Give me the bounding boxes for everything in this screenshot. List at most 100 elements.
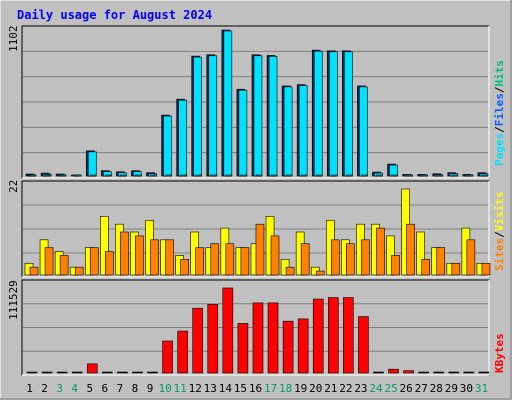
bar-pages [330, 174, 338, 177]
y-max-label: 1102 [7, 26, 20, 53]
bar-kbytes [463, 371, 475, 374]
x-tick-label: 1 [26, 382, 33, 395]
bar-files [208, 55, 218, 177]
bar-sites [59, 255, 69, 276]
bar-sites [150, 239, 159, 276]
x-tick-label: 5 [86, 382, 93, 395]
x-tick-label: 31 [475, 382, 488, 395]
bar-sites [135, 235, 144, 276]
bar-sites [29, 266, 39, 276]
bar-sites [346, 243, 355, 276]
bar-sites [74, 266, 84, 276]
bar-pages [315, 174, 323, 177]
bar-sites [120, 231, 129, 276]
bar-kbytes [192, 307, 204, 374]
bar-files [193, 56, 203, 177]
bar-sites [466, 239, 476, 276]
bar-kbytes [71, 371, 83, 374]
bar-files [283, 86, 293, 177]
bar-kbytes [207, 304, 219, 374]
bar-pages [225, 174, 233, 177]
bar-sites [89, 247, 99, 276]
x-tick-label: 18 [279, 382, 292, 395]
bar-kbytes [297, 318, 309, 374]
y-axis-labels: 1102 22 111529 [7, 26, 20, 321]
bar-files [268, 56, 278, 177]
bar-pages [105, 174, 112, 177]
bar-kbytes [327, 297, 339, 374]
x-tick-label: 4 [71, 382, 78, 395]
bar-sites [105, 251, 114, 276]
bar-pages [255, 174, 263, 177]
bar-visits [100, 216, 109, 276]
bar-sites [210, 243, 220, 276]
bar-files [328, 51, 338, 177]
chart-title: Daily usage for August 2024 [17, 8, 212, 22]
bar-files [389, 164, 398, 177]
bar-kbytes [343, 297, 354, 374]
bar-sites [391, 255, 400, 276]
x-tick-label: 7 [117, 382, 124, 395]
bar-pages [451, 174, 459, 177]
bar-sites [180, 259, 189, 276]
bar-kbytes [102, 371, 113, 374]
bar-kbytes [478, 371, 490, 374]
x-tick-label: 9 [147, 382, 154, 395]
x-tick-label: 20 [309, 382, 322, 395]
bar-sites [285, 266, 295, 276]
bar-sites [421, 259, 430, 276]
bar-pages [210, 174, 218, 177]
bar-kbytes [41, 371, 53, 374]
bar-pages [59, 174, 67, 177]
bar-kbytes [312, 298, 324, 374]
bar-pages [150, 174, 157, 177]
bar-pages [361, 174, 368, 177]
legend-kbytes: KBytes [493, 333, 506, 373]
bar-sites [165, 239, 174, 276]
bar-kbytes [162, 340, 173, 374]
bar-pages [346, 174, 353, 177]
x-tick-label: 30 [460, 382, 473, 395]
bar-visits [416, 231, 425, 276]
x-tick-label: 17 [264, 382, 277, 395]
bar-kbytes [177, 330, 188, 374]
bar-sites [195, 247, 205, 276]
y-max-label: 22 [7, 180, 20, 193]
bar-pages [300, 174, 308, 177]
legend-item: / [493, 126, 506, 133]
bar-sites [330, 239, 340, 276]
bar-kbytes [86, 363, 98, 374]
bar-kbytes [388, 368, 399, 374]
x-tick-label: 22 [339, 382, 352, 395]
bar-kbytes [373, 371, 384, 374]
x-tick-label: 21 [324, 382, 337, 395]
bar-kbytes [237, 323, 249, 374]
x-tick-label: 24 [369, 382, 383, 395]
bar-kbytes [132, 371, 143, 374]
bar-files [359, 86, 368, 177]
bar-sites [255, 223, 265, 276]
bar-pages [120, 174, 127, 177]
bar-pages [466, 174, 474, 177]
legend-item: Pages [493, 133, 506, 166]
bar-kbytes [418, 371, 429, 374]
legend-item: / [493, 86, 506, 93]
legend-pages-files-hits: Pages/Files/Hits [493, 60, 506, 166]
bar-pages [135, 174, 142, 177]
bar-kbytes [358, 316, 369, 374]
bar-sites [225, 243, 235, 276]
legend-item: Files [493, 93, 506, 126]
bar-pages [285, 174, 293, 177]
x-tick-label: 16 [249, 382, 262, 395]
bar-kbytes [448, 371, 460, 374]
bar-files [313, 50, 323, 177]
x-tick-label: 29 [445, 382, 458, 395]
bar-kbytes [222, 287, 234, 374]
bar-files [223, 30, 233, 177]
legend-item: Hits [493, 60, 506, 87]
bar-sites [376, 227, 385, 276]
bar-kbytes [147, 371, 158, 374]
x-tick-label: 27 [415, 382, 428, 395]
bar-pages [270, 174, 278, 177]
